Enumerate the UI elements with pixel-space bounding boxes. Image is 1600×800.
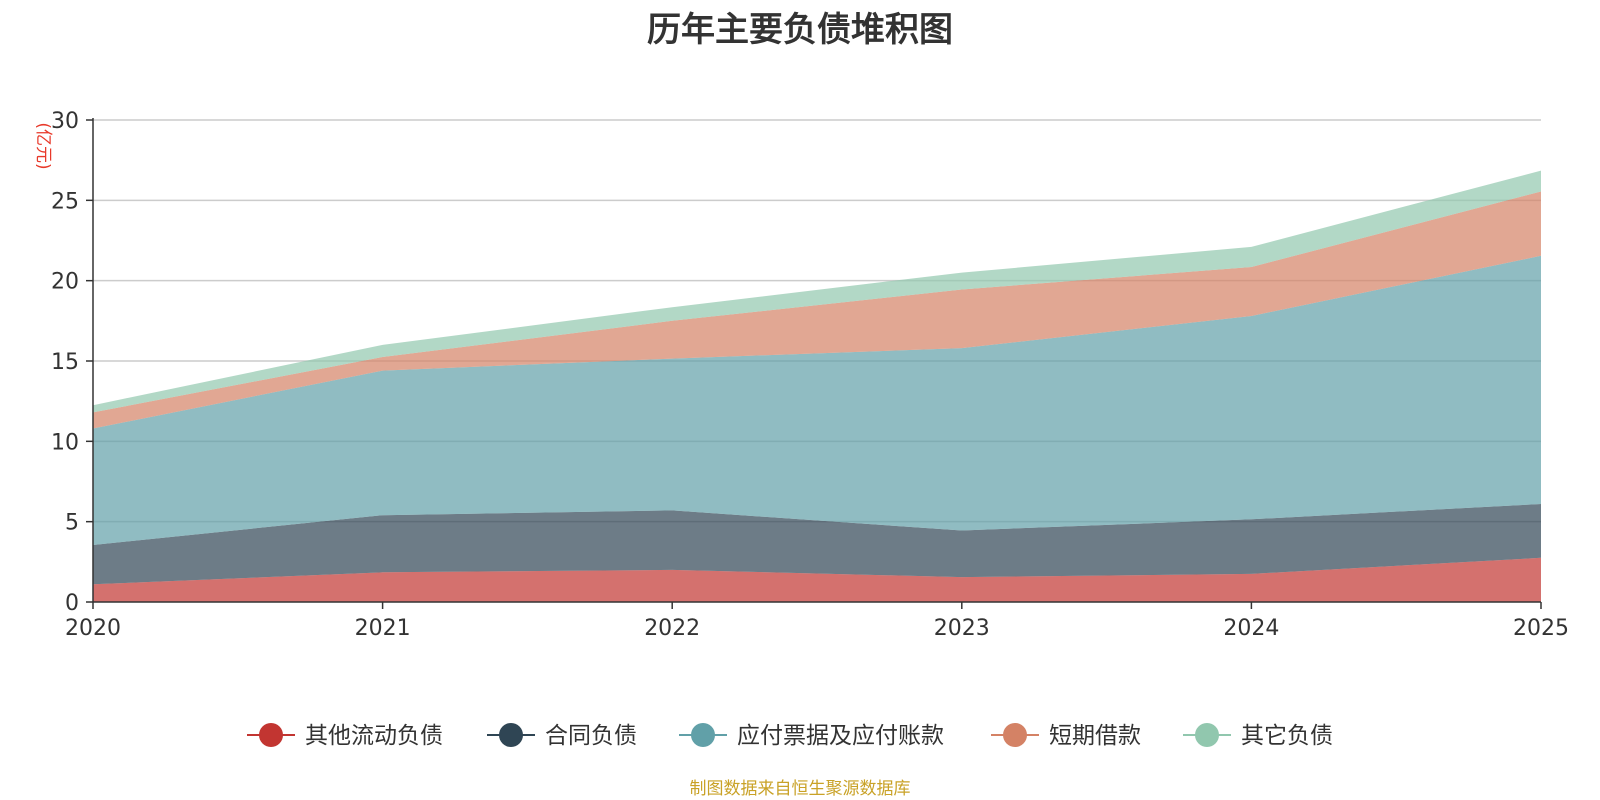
legend-label: 合同负债 xyxy=(545,723,637,749)
x-tick-label: 2024 xyxy=(1223,616,1279,641)
legend-label: 其它负债 xyxy=(1241,723,1333,749)
y-axis-unit-label: (亿元) xyxy=(33,122,53,169)
legend-label: 短期借款 xyxy=(1049,723,1141,749)
y-tick-label: 5 xyxy=(65,511,79,536)
legend-item[interactable]: 其他流动负债 xyxy=(247,723,443,749)
area-series xyxy=(93,255,1541,546)
source-note: 制图数据来自恒生聚源数据库 xyxy=(689,779,911,799)
legend-marker xyxy=(499,723,523,747)
legend: 其他流动负债 合同负债 应付票据及应付账款 短期借款 其它负债 xyxy=(247,723,1333,749)
y-tick-label: 20 xyxy=(51,270,79,295)
y-tick-label: 10 xyxy=(51,430,79,455)
legend-item[interactable]: 短期借款 xyxy=(991,723,1141,749)
y-tick-label: 0 xyxy=(65,591,79,616)
y-tick-label: 25 xyxy=(51,189,79,214)
x-tick-label: 2023 xyxy=(934,616,990,641)
legend-item[interactable]: 应付票据及应付账款 xyxy=(679,723,944,749)
area-series xyxy=(93,191,1541,429)
area-series xyxy=(93,557,1541,602)
area-series xyxy=(93,170,1541,413)
legend-item[interactable]: 合同负债 xyxy=(487,723,637,749)
y-tick-label: 15 xyxy=(51,350,79,375)
legend-item[interactable]: 其它负债 xyxy=(1183,723,1333,749)
legend-marker xyxy=(1003,723,1027,747)
x-tick-label: 2020 xyxy=(65,616,121,641)
legend-marker xyxy=(259,723,283,747)
legend-label: 其他流动负债 xyxy=(305,723,443,749)
legend-label: 应付票据及应付账款 xyxy=(737,723,944,749)
x-tick-label: 2021 xyxy=(355,616,411,641)
legend-marker xyxy=(691,723,715,747)
legend-marker xyxy=(1195,723,1219,747)
chart-title: 历年主要负债堆积图 xyxy=(647,10,953,50)
x-tick-label: 2025 xyxy=(1513,616,1569,641)
area-series-layer xyxy=(93,170,1541,602)
y-tick-label: 30 xyxy=(51,109,79,134)
area-series xyxy=(93,504,1541,585)
x-tick-label: 2022 xyxy=(644,616,700,641)
